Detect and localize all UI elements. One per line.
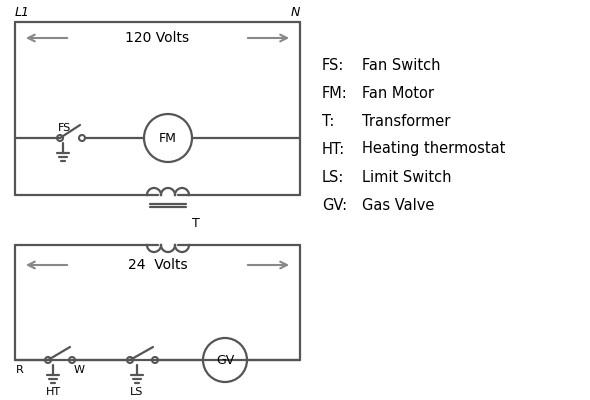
Text: T:: T:	[322, 114, 335, 128]
Text: W: W	[74, 365, 85, 375]
Text: Fan Switch: Fan Switch	[362, 58, 441, 72]
Text: LS: LS	[130, 387, 144, 397]
Text: Heating thermostat: Heating thermostat	[362, 142, 506, 156]
Text: L1: L1	[15, 6, 30, 19]
Text: FM:: FM:	[322, 86, 348, 100]
Text: FS: FS	[58, 123, 71, 133]
Text: GV: GV	[216, 354, 234, 366]
Text: R: R	[16, 365, 24, 375]
Text: N: N	[291, 6, 300, 19]
Text: GV:: GV:	[322, 198, 347, 212]
Text: LS:: LS:	[322, 170, 345, 184]
Text: Gas Valve: Gas Valve	[362, 198, 434, 212]
Text: T: T	[192, 217, 200, 230]
Text: Limit Switch: Limit Switch	[362, 170, 451, 184]
Text: HT:: HT:	[322, 142, 345, 156]
Text: HT: HT	[45, 387, 61, 397]
Text: FS:: FS:	[322, 58, 345, 72]
Text: Transformer: Transformer	[362, 114, 450, 128]
Text: FM: FM	[159, 132, 177, 144]
Text: 24  Volts: 24 Volts	[127, 258, 187, 272]
Text: Fan Motor: Fan Motor	[362, 86, 434, 100]
Text: 120 Volts: 120 Volts	[126, 31, 189, 45]
